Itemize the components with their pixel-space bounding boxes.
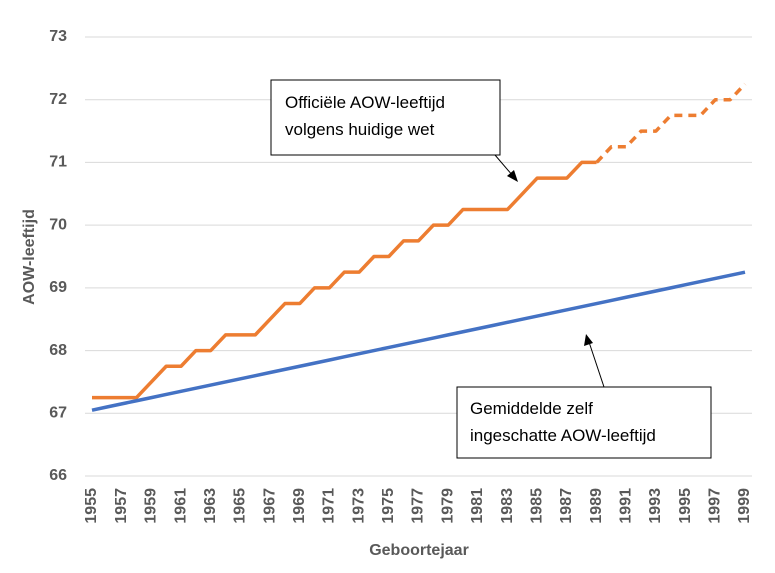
x-tick-label: 1993	[647, 488, 664, 524]
grid: 66 67 68 69 70 71 72 73 1955 1957 1959 1961 1963 1965…	[49, 28, 753, 523]
annotation-1: Officiële AOW-leeftijd volgens huidige w…	[270, 79, 518, 182]
x-tick-label: 1967	[261, 488, 278, 524]
series-line	[595, 82, 747, 164]
y-tick-label: 72	[49, 91, 67, 108]
annotation-box	[270, 79, 501, 156]
y-tick-label: 71	[49, 154, 67, 171]
y-tick-label: 73	[49, 28, 67, 45]
x-tick-label: 1961	[172, 488, 189, 524]
arrow-head	[584, 334, 593, 346]
annotation-arrow	[588, 341, 605, 388]
x-tick-label: 1983	[499, 488, 516, 524]
x-tick-label: 1981	[469, 488, 486, 524]
x-tick-label: 1957	[113, 488, 130, 524]
annotation-text: volgens huidige wet	[285, 120, 435, 139]
series-line	[92, 160, 597, 400]
x-axis-label: Geboortejaar	[369, 542, 469, 559]
x-tick-label: 1969	[291, 488, 308, 524]
annotation-box	[456, 386, 712, 459]
x-tick-label: 1999	[736, 488, 753, 524]
x-tick-label: 1963	[202, 488, 219, 524]
y-tick-label: 68	[49, 342, 67, 359]
x-tick-label: 1995	[677, 488, 694, 524]
x-tick-label: 1971	[321, 488, 338, 524]
series-line	[91, 270, 746, 412]
x-tick-label: 1985	[528, 488, 545, 524]
y-tick-label: 67	[49, 405, 67, 422]
annotation-arrow	[494, 154, 514, 177]
x-tick-label: 1977	[410, 488, 427, 524]
y-axis-label: AOW-leeftijd	[21, 209, 38, 305]
x-tick-label: 1991	[617, 488, 634, 524]
x-tick-label: 1987	[558, 488, 575, 524]
y-tick-label: 66	[49, 467, 67, 484]
y-tick-label: 70	[49, 216, 67, 233]
x-tick-label: 1959	[143, 488, 160, 524]
x-tick-label: 1973	[350, 488, 367, 524]
plot-lines	[91, 82, 747, 412]
x-tick-label: 1965	[232, 488, 249, 524]
annotation-text: ingeschatte AOW-leeftijd	[470, 426, 656, 445]
arrow-head	[507, 170, 518, 182]
y-tick-label: 69	[49, 279, 67, 296]
x-tick-label: 1979	[439, 488, 456, 524]
x-tick-label: 1955	[83, 488, 100, 524]
x-tick-label: 1989	[588, 488, 605, 524]
annotation-2: Gemiddelde zelf ingeschatte AOW-leeftijd	[456, 334, 712, 459]
x-tick-label: 1997	[707, 488, 724, 524]
annotation-text: Officiële AOW-leeftijd	[285, 93, 445, 112]
x-tick-label: 1975	[380, 488, 397, 524]
annotation-text: Gemiddelde zelf	[470, 399, 593, 418]
